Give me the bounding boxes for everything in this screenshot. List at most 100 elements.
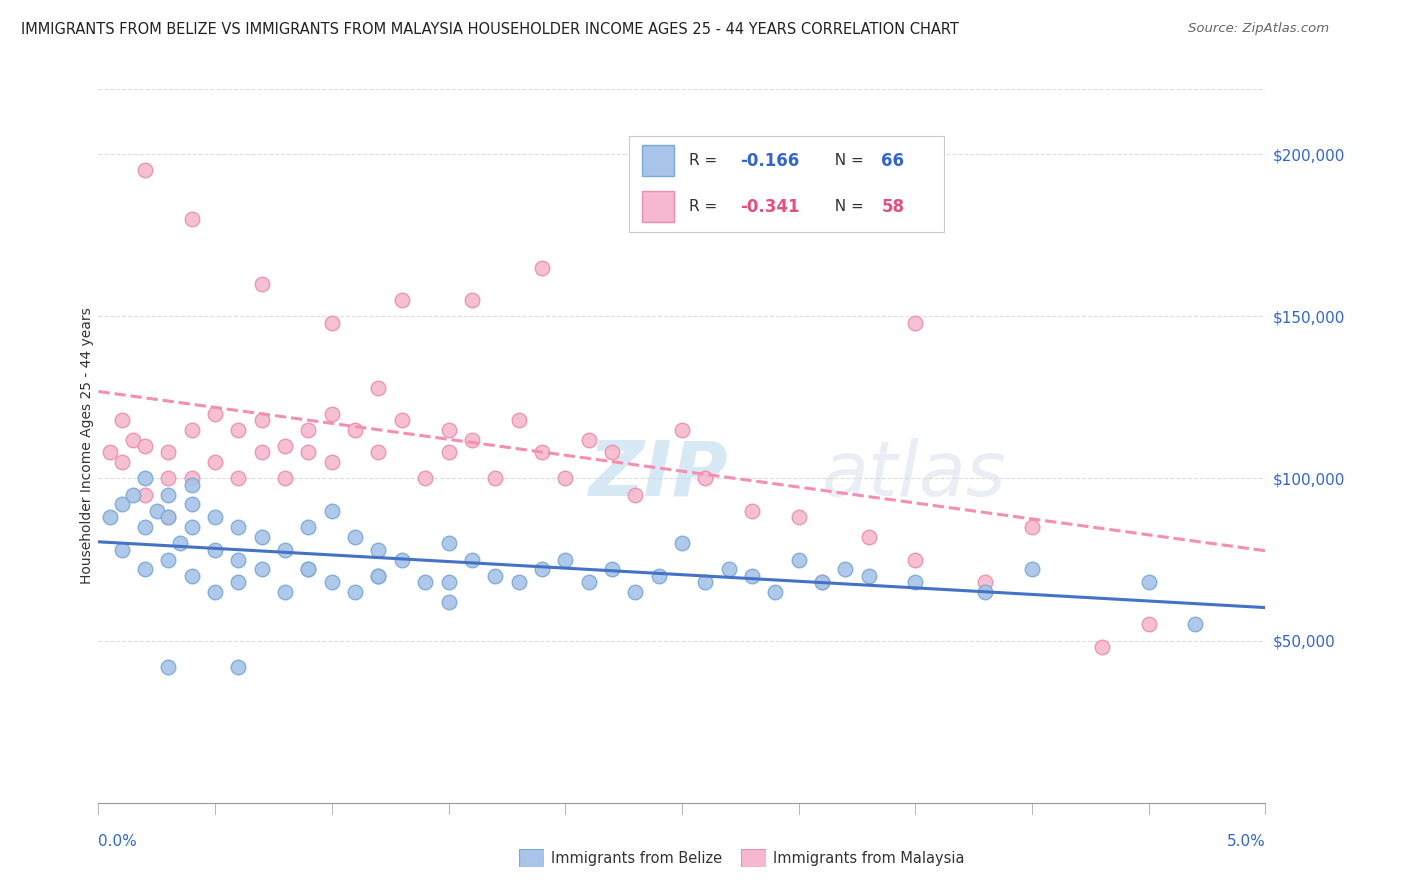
Point	[250, 413, 273, 427]
Text: -0.166: -0.166	[740, 152, 799, 169]
Point	[367, 542, 389, 557]
Point	[134, 520, 156, 534]
Point	[250, 530, 273, 544]
Point	[1184, 617, 1206, 632]
Point	[391, 413, 413, 427]
Point	[180, 211, 202, 226]
Point	[763, 585, 786, 599]
Text: ZIP: ZIP	[589, 438, 728, 511]
Point	[811, 575, 834, 590]
Point	[695, 575, 717, 590]
Point	[111, 497, 134, 511]
Point	[741, 568, 763, 582]
Point	[344, 585, 367, 599]
Point	[180, 478, 202, 492]
Point	[204, 510, 226, 524]
Point	[530, 445, 553, 459]
Point	[787, 510, 810, 524]
Point	[134, 562, 156, 576]
Point	[157, 659, 180, 673]
Point	[600, 445, 623, 459]
Y-axis label: Householder Income Ages 25 - 44 years: Householder Income Ages 25 - 44 years	[80, 308, 94, 584]
Point	[134, 439, 156, 453]
Point	[274, 439, 297, 453]
Text: atlas: atlas	[823, 438, 1007, 511]
Text: 5.0%: 5.0%	[1226, 834, 1265, 848]
Point	[180, 497, 202, 511]
Point	[437, 575, 460, 590]
Point	[228, 575, 250, 590]
Point	[134, 488, 156, 502]
FancyBboxPatch shape	[643, 192, 673, 222]
Point	[297, 423, 319, 437]
Point	[437, 445, 460, 459]
Point	[98, 510, 121, 524]
Point	[297, 445, 319, 459]
Point	[111, 413, 134, 427]
Point	[624, 585, 647, 599]
Point	[1137, 617, 1160, 632]
Point	[530, 260, 553, 275]
Point	[111, 455, 134, 469]
Point	[367, 568, 389, 582]
Point	[228, 471, 250, 485]
Point	[437, 423, 460, 437]
Point	[1091, 640, 1114, 654]
Point	[554, 552, 576, 566]
Point	[250, 277, 273, 291]
Point	[461, 433, 484, 447]
Point	[437, 536, 460, 550]
Point	[180, 423, 202, 437]
Point	[204, 542, 226, 557]
Point	[204, 407, 226, 421]
Point	[1137, 575, 1160, 590]
Point	[157, 510, 180, 524]
Point	[904, 316, 927, 330]
Point	[367, 568, 389, 582]
Point	[974, 575, 997, 590]
Point	[157, 471, 180, 485]
Text: -0.341: -0.341	[740, 198, 799, 216]
Point	[157, 510, 180, 524]
Point	[204, 585, 226, 599]
Point	[297, 562, 319, 576]
Point	[695, 471, 717, 485]
Point	[321, 316, 343, 330]
Point	[321, 504, 343, 518]
Text: Immigrants from Malaysia: Immigrants from Malaysia	[773, 851, 965, 865]
Point	[508, 575, 530, 590]
Point	[98, 445, 121, 459]
Text: IMMIGRANTS FROM BELIZE VS IMMIGRANTS FROM MALAYSIA HOUSEHOLDER INCOME AGES 25 - : IMMIGRANTS FROM BELIZE VS IMMIGRANTS FRO…	[21, 22, 959, 37]
Point	[413, 471, 436, 485]
Point	[904, 552, 927, 566]
Point	[974, 585, 997, 599]
Point	[204, 455, 226, 469]
Point	[508, 413, 530, 427]
Text: Source: ZipAtlas.com: Source: ZipAtlas.com	[1188, 22, 1329, 36]
Text: Immigrants from Belize: Immigrants from Belize	[551, 851, 723, 865]
Point	[741, 504, 763, 518]
Point	[461, 552, 484, 566]
Text: 66: 66	[882, 152, 904, 169]
Point	[484, 568, 506, 582]
Text: R =: R =	[689, 153, 723, 168]
Point	[858, 530, 880, 544]
Text: R =: R =	[689, 200, 723, 214]
Point	[624, 488, 647, 502]
Point	[321, 407, 343, 421]
Point	[437, 595, 460, 609]
Point	[600, 562, 623, 576]
Point	[578, 433, 600, 447]
Point	[169, 536, 191, 550]
Point	[228, 552, 250, 566]
FancyBboxPatch shape	[643, 145, 673, 176]
Point	[274, 585, 297, 599]
Point	[274, 542, 297, 557]
Point	[671, 536, 693, 550]
Point	[647, 568, 669, 582]
Point	[297, 520, 319, 534]
Text: 58: 58	[882, 198, 904, 216]
Point	[228, 659, 250, 673]
Text: N =: N =	[825, 153, 869, 168]
Point	[180, 520, 202, 534]
